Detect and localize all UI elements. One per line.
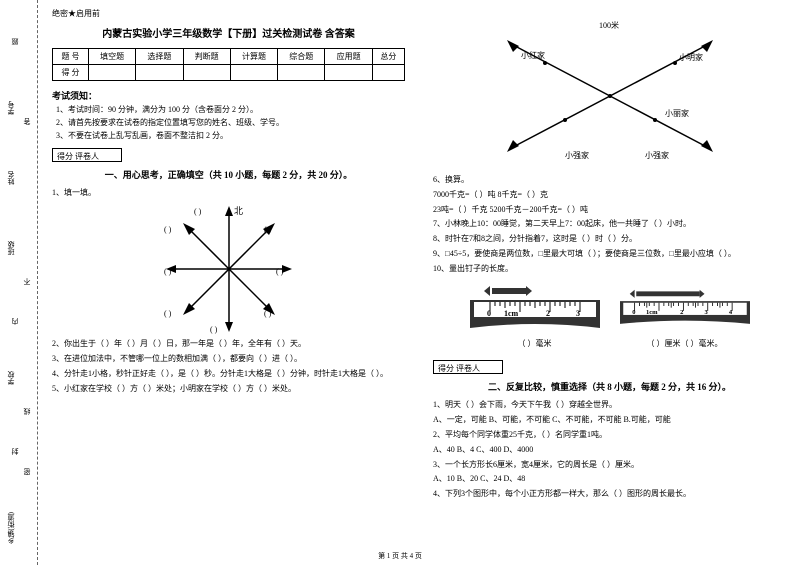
svg-text:2: 2 (680, 309, 683, 316)
svg-text:( ): ( ) (164, 225, 172, 234)
compass-svg: 北 ( ) ( ) ( ) ( ) ( ) ( ) ( ) ( ) (164, 204, 294, 334)
svg-text:( ): ( ) (264, 225, 272, 234)
sb-3: 内 (10, 318, 20, 325)
ruler1-box: 0 1cm 2 3 （ ）毫米 (470, 284, 600, 351)
score-table: 题 号 填空题 选择题 判断题 计算题 综合题 应用题 总分 得 分 (52, 48, 405, 81)
q3: 3、在进位加法中，不管哪一位上的数相加满（ ），都要向（ ）进（ ）。 (52, 353, 405, 366)
td-0: 得 分 (53, 65, 89, 81)
sb-7: 题 (10, 38, 20, 45)
svg-text:0: 0 (632, 309, 635, 316)
svg-text:2: 2 (546, 309, 550, 318)
th-3: 判断题 (183, 49, 230, 65)
sb-5: 姓名 (6, 171, 16, 185)
sb-1: 封 (10, 448, 20, 455)
sb-0: 乡镇(街道) (6, 512, 16, 545)
sb-4: 班级 (6, 241, 16, 255)
star-svg: 100米 小红家 小明家 小丽家 小强家 小强家 (485, 16, 735, 166)
q9: 9、□45÷5，要使商是两位数，□里最大可填（ ）；要使商是三位数，□里最小应填… (433, 248, 786, 261)
sbs-1: 不 (22, 278, 32, 285)
svg-text:0: 0 (487, 309, 491, 318)
td-4 (230, 65, 277, 81)
notice-1: 1、考试时间：90 分钟，满分为 100 分（含卷面分 2 分）。 (56, 104, 405, 117)
notice-3: 3、不要在试卷上乱写乱画，卷面不整洁扣 2 分。 (56, 130, 405, 143)
th-6: 应用题 (325, 49, 372, 65)
content: 绝密★启用前 内蒙古实验小学三年级数学【下册】过关检测试卷 含答案 题 号 填空… (38, 0, 800, 565)
svg-text:小强家: 小强家 (565, 150, 589, 160)
svg-text:( ): ( ) (194, 207, 202, 216)
svg-text:3: 3 (576, 309, 580, 318)
q5: 5、小红家在学校（ ）方（ ）米处；小明家在学校（ ）方（ ）米处。 (52, 383, 405, 396)
q1: 1、填一填。 (52, 187, 405, 200)
th-1: 填空题 (88, 49, 135, 65)
secret: 绝密★启用前 (52, 8, 405, 19)
score-bar-2: 得分 评卷人 (433, 360, 503, 374)
compass-diagram: 北 ( ) ( ) ( ) ( ) ( ) ( ) ( ) ( ) (164, 204, 294, 334)
ruler1: 0 1cm 2 3 (470, 284, 600, 328)
svg-text:1cm: 1cm (646, 309, 658, 316)
section1-title: 一、用心思考，正确填空（共 10 小题，每题 2 分，共 20 分）。 (52, 168, 405, 181)
c1opt: A、一定，可能 B、可能，不可能 C、不可能，不可能 B.可能，可能 (433, 414, 786, 427)
svg-text:( ): ( ) (276, 267, 284, 276)
q10: 10、量出钉子的长度。 (433, 263, 786, 276)
th-7: 总分 (372, 49, 404, 65)
svg-text:100米: 100米 (599, 20, 619, 30)
c3: 3、一个长方形长6厘米，宽4厘米，它的周长是（ ）厘米。 (433, 459, 786, 472)
section2-title: 二、反复比较，慎重选择（共 8 小题，每题 2 分，共 16 分）。 (433, 380, 786, 393)
sbs-0: 线 (22, 408, 32, 415)
sbs-2: 答 (22, 118, 32, 125)
ruler2-box: 0 1cm 2 3 4 （ ）厘米（ ）毫米。 (620, 284, 750, 351)
svg-text:小明家: 小明家 (679, 52, 703, 62)
table-row: 得 分 (53, 65, 405, 81)
notice-2: 2、请首先按要求在试卷的指定位置填写您的姓名、班级、学号。 (56, 117, 405, 130)
th-0: 题 号 (53, 49, 89, 65)
ruler-wrap: 0 1cm 2 3 （ ）毫米 (433, 284, 786, 351)
q4: 4、分针走1小格，秒针正好走（ ），是（ ）秒。分针走1大格是（ ）分钟，时针走… (52, 368, 405, 381)
q2: 2、你出生于（ ）年（ ）月（ ）日，那一年是（ ）年，全年有（ ）天。 (52, 338, 405, 351)
svg-text:( ): ( ) (210, 325, 218, 334)
q8: 8、时针在7和8之间，分针指着7，这时是（ ）时（ ）分。 (433, 233, 786, 246)
c4: 4、下列3个图形中，每个小正方形都一样大，那么（ ）图形的周长最长。 (433, 488, 786, 501)
svg-text:( ): ( ) (264, 309, 272, 318)
table-row: 题 号 填空题 选择题 判断题 计算题 综合题 应用题 总分 (53, 49, 405, 65)
td-5 (278, 65, 325, 81)
c1: 1、明天（ ）会下雨，今天下午我（ ）穿越全世界。 (433, 399, 786, 412)
page: 乡镇(街道) 封 学校 内 班级 姓名 学号 题 线 不 答 密 绝密★启用前 … (0, 0, 800, 565)
svg-text:( ): ( ) (164, 267, 172, 276)
td-3 (183, 65, 230, 81)
th-2: 选择题 (136, 49, 183, 65)
q6b: 23吨=（ ）千克 5200千克－200千克=（ ）吨 (433, 204, 786, 217)
td-1 (88, 65, 135, 81)
q6: 6、换算。 (433, 174, 786, 187)
c3opt: A、10 B、20 C、24 D、48 (433, 473, 786, 486)
ruler2-label: （ ）厘米（ ）毫米。 (620, 338, 750, 351)
sidebar: 乡镇(街道) 封 学校 内 班级 姓名 学号 题 线 不 答 密 (0, 0, 38, 565)
td-2 (136, 65, 183, 81)
q6a: 7000千克=（ ）吨 8千克=（ ）克 (433, 189, 786, 202)
sb-6: 学号 (6, 101, 16, 115)
c2opt: A、40 B、4 C、400 D、4000 (433, 444, 786, 457)
th-4: 计算题 (230, 49, 277, 65)
col-left: 绝密★启用前 内蒙古实验小学三年级数学【下册】过关检测试卷 含答案 题 号 填空… (38, 0, 419, 565)
col-right: 100米 小红家 小明家 小丽家 小强家 小强家 6、换算。 7000千克=（ … (419, 0, 800, 565)
star-diagram: 100米 小红家 小明家 小丽家 小强家 小强家 (485, 16, 735, 166)
ruler2: 0 1cm 2 3 4 (620, 284, 750, 328)
compass-north: 北 (234, 206, 243, 216)
ruler1-label: （ ）毫米 (470, 338, 600, 351)
c2: 2、平均每个同学体重25千克，（ ）名同学重1吨。 (433, 429, 786, 442)
footer: 第 1 页 共 4 页 (0, 551, 800, 561)
svg-text:( ): ( ) (164, 309, 172, 318)
svg-text:小丽家: 小丽家 (665, 108, 689, 118)
sbs-3: 密 (22, 468, 32, 475)
sb-2: 学校 (6, 371, 16, 385)
td-6 (325, 65, 372, 81)
td-7 (372, 65, 404, 81)
q7: 7、小林晚上10：00睡觉，第二天早上7：00起床，他一共睡了（ ）小时。 (433, 218, 786, 231)
svg-text:小红家: 小红家 (521, 50, 545, 60)
svg-text:小强家: 小强家 (645, 150, 669, 160)
th-5: 综合题 (278, 49, 325, 65)
score-bar-1: 得分 评卷人 (52, 148, 122, 162)
svg-text:1cm: 1cm (504, 309, 519, 318)
notice-title: 考试须知： (52, 89, 405, 102)
paper-title: 内蒙古实验小学三年级数学【下册】过关检测试卷 含答案 (52, 25, 405, 40)
